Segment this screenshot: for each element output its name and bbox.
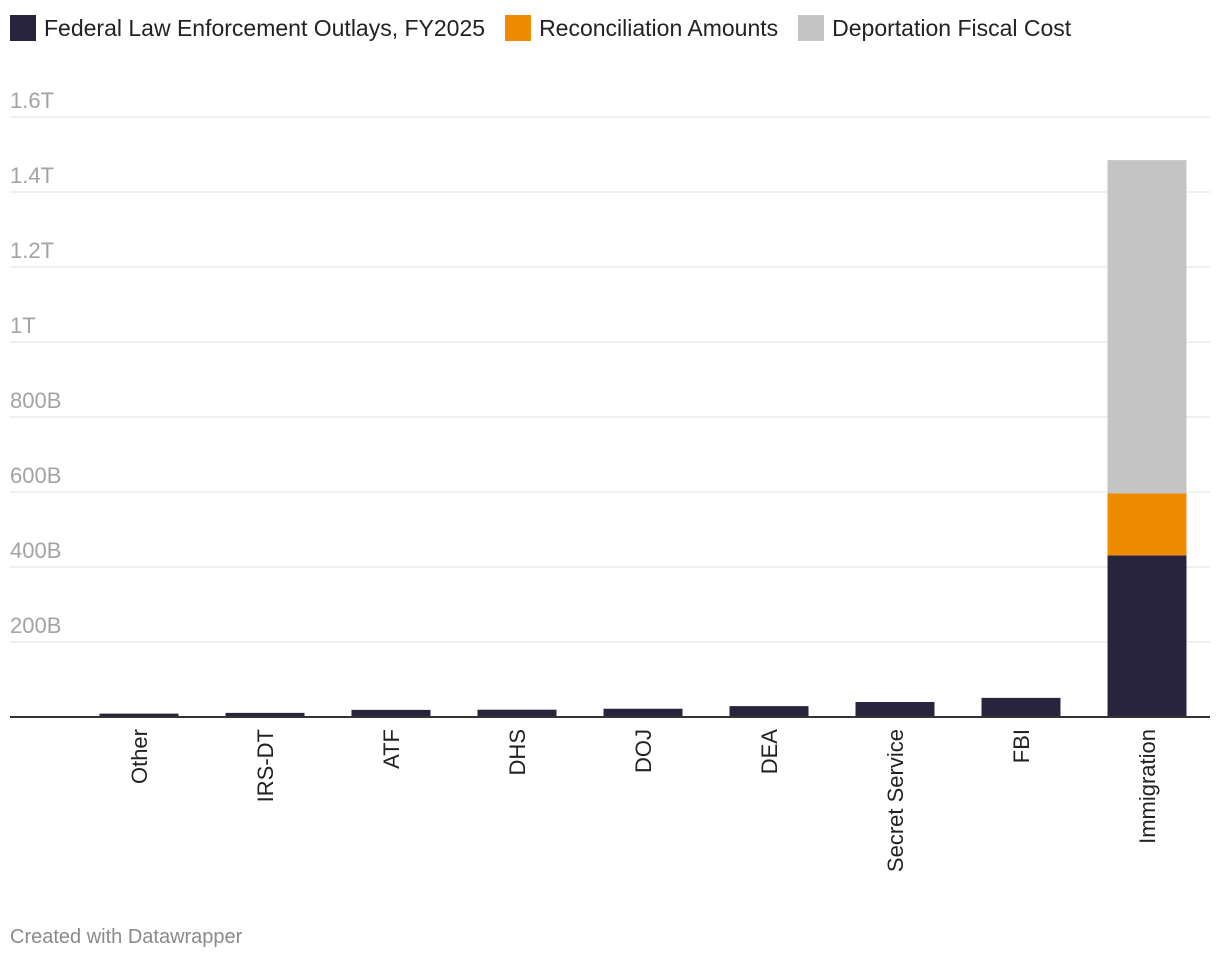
y-tick-label-400b: 400B bbox=[10, 538, 61, 563]
legend: Federal Law Enforcement Outlays, FY2025 R… bbox=[10, 12, 1091, 44]
legend-swatch bbox=[505, 15, 532, 41]
y-tick-label-1t: 1T bbox=[10, 313, 36, 338]
y-tick-label-1-4t: 1.4T bbox=[10, 163, 54, 188]
legend-swatch bbox=[10, 15, 36, 41]
bar-other-federal-law-enforcement-outlays-fy2025 bbox=[99, 713, 179, 717]
category-label-fbi: FBI bbox=[1009, 729, 1034, 763]
footer-credit: Created with Datawrapper bbox=[10, 926, 243, 948]
y-tick-label-600b: 600B bbox=[10, 463, 61, 488]
bar-fbi-federal-law-enforcement-outlays-fy2025 bbox=[981, 697, 1061, 717]
y-tick-label-800b: 800B bbox=[10, 388, 61, 413]
y-tick-label-1-2t: 1.2T bbox=[10, 238, 54, 263]
bar-atf-federal-law-enforcement-outlays-fy2025 bbox=[351, 709, 431, 717]
legend-item-federal-law-enforcement-outlays-fy2025: Federal Law Enforcement Outlays, FY2025 bbox=[10, 15, 485, 42]
legend-item-deportation-fiscal-cost: Deportation Fiscal Cost bbox=[798, 15, 1071, 42]
bar-secret-service-federal-law-enforcement-outlays-fy2025 bbox=[855, 702, 935, 717]
y-tick-label-200b: 200B bbox=[10, 613, 61, 638]
gridlines bbox=[10, 116, 1210, 643]
bar-dhs-federal-law-enforcement-outlays-fy2025 bbox=[477, 709, 557, 717]
category-label-other: Other bbox=[127, 729, 152, 784]
y-tick-label-1-6t: 1.6T bbox=[10, 88, 54, 113]
category-label-dhs: DHS bbox=[505, 729, 530, 775]
legend-label: Reconciliation Amounts bbox=[539, 14, 779, 41]
bar-immigration-federal-law-enforcement-outlays-fy2025 bbox=[1107, 555, 1187, 717]
bar-irs-dt-federal-law-enforcement-outlays-fy2025 bbox=[225, 712, 305, 717]
bar-immigration-reconciliation-amounts bbox=[1107, 493, 1187, 556]
bars bbox=[99, 160, 1187, 717]
category-label-dea: DEA bbox=[757, 729, 782, 775]
category-label-doj: DOJ bbox=[631, 729, 656, 773]
legend-swatch bbox=[798, 15, 825, 41]
category-label-secret-service: Secret Service bbox=[883, 729, 908, 872]
legend-label: Federal Law Enforcement Outlays, FY2025 bbox=[44, 14, 486, 41]
bar-immigration-deportation-fiscal-cost bbox=[1107, 160, 1187, 494]
y-tick-labels: 200B 400B 600B 800B 1T 1.2T 1.4T 1.6T bbox=[10, 88, 61, 638]
legend-item-reconciliation-amounts: Reconciliation Amounts bbox=[505, 15, 778, 42]
legend-label: Deportation Fiscal Cost bbox=[832, 14, 1072, 41]
category-labels: Other IRS-DT ATF DHS DOJ DEA Secret Service FBI… bbox=[127, 729, 1160, 872]
bar-dea-federal-law-enforcement-outlays-fy2025 bbox=[729, 706, 809, 717]
category-label-irs-dt: IRS-DT bbox=[253, 729, 278, 802]
category-label-atf: ATF bbox=[379, 729, 404, 769]
category-label-immigration: Immigration bbox=[1135, 729, 1160, 844]
bar-doj-federal-law-enforcement-outlays-fy2025 bbox=[603, 708, 683, 717]
